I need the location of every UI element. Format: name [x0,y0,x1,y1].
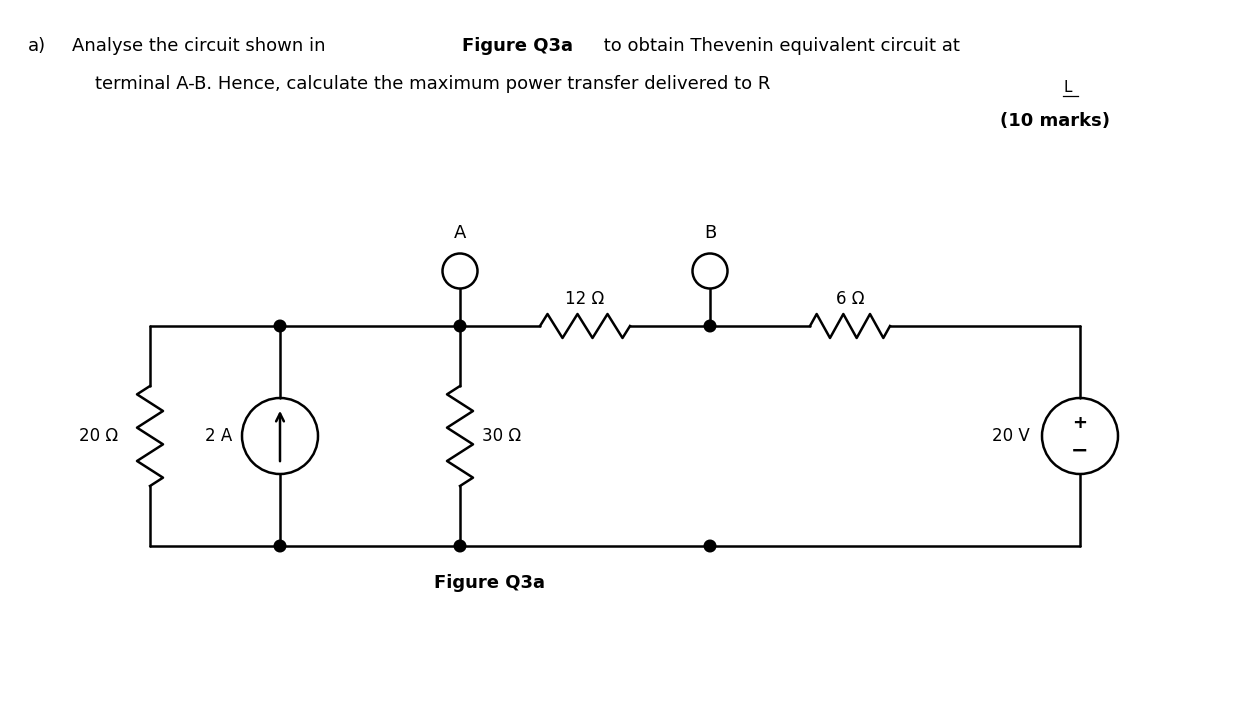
Text: B: B [704,224,716,242]
Circle shape [693,253,728,288]
Text: −: − [1071,441,1088,461]
Circle shape [274,320,285,332]
Text: 20 V: 20 V [992,427,1030,445]
Circle shape [274,540,285,552]
Text: a): a) [28,37,46,55]
Text: Figure Q3a: Figure Q3a [434,574,545,592]
Circle shape [454,540,465,552]
Text: Figure Q3a: Figure Q3a [462,37,573,55]
Text: 30 Ω: 30 Ω [482,427,522,445]
Text: 12 Ω: 12 Ω [565,290,604,308]
Text: (10 marks): (10 marks) [1000,112,1110,130]
Text: 2 A: 2 A [205,427,231,445]
Text: Analyse the circuit shown in: Analyse the circuit shown in [73,37,332,55]
Text: 20 Ω: 20 Ω [79,427,118,445]
Text: A: A [454,224,467,242]
Text: terminal A-B. Hence, calculate the maximum power transfer delivered to R: terminal A-B. Hence, calculate the maxim… [95,75,771,93]
Circle shape [443,253,478,288]
Text: to obtain Thevenin equivalent circuit at: to obtain Thevenin equivalent circuit at [598,37,960,55]
Circle shape [704,320,716,332]
Text: +: + [1072,414,1087,432]
Circle shape [454,320,465,332]
Circle shape [704,540,716,552]
Text: L: L [1063,81,1072,96]
Text: 6 Ω: 6 Ω [836,290,864,308]
